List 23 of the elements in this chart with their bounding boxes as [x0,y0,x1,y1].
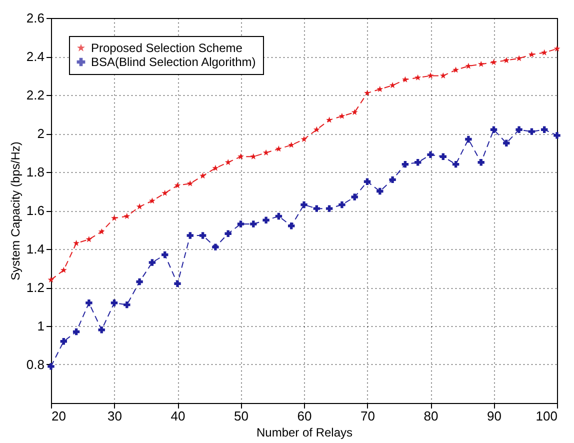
y-tick-label: 1.8 [26,164,44,180]
y-tick-label: 1.6 [26,203,44,218]
x-tick-label: 60 [297,408,312,424]
legend-label: Proposed Selection Scheme [91,41,243,55]
x-tick-label: 70 [360,408,375,424]
y-tick-label: 0.8 [26,357,44,372]
y-tick-label: 2.6 [26,10,44,26]
y-tick-label: 2.2 [26,88,44,102]
x-tick-label: 90 [487,408,502,424]
x-tick-label: 30 [108,408,122,424]
y-tick-label: 1.4 [26,242,44,256]
legend-label: BSA(Blind Selection Algorithm) [91,55,256,69]
x-tick-label: 20 [52,408,66,424]
x-tick-label: 80 [424,408,438,424]
x-tick-label: 50 [234,408,248,424]
x-tick-label: 40 [170,408,186,424]
x-tick-label: 100 [536,408,558,424]
y-tick-label: 1.2 [26,280,44,295]
y-tick-label: 1 [37,318,44,334]
y-tick-label: 2 [37,126,44,141]
x-axis-title: Number of Relays [256,426,353,440]
y-tick-label: 2.4 [26,49,44,64]
y-axis-title: System Capacity (bps/Hz) [8,142,22,280]
